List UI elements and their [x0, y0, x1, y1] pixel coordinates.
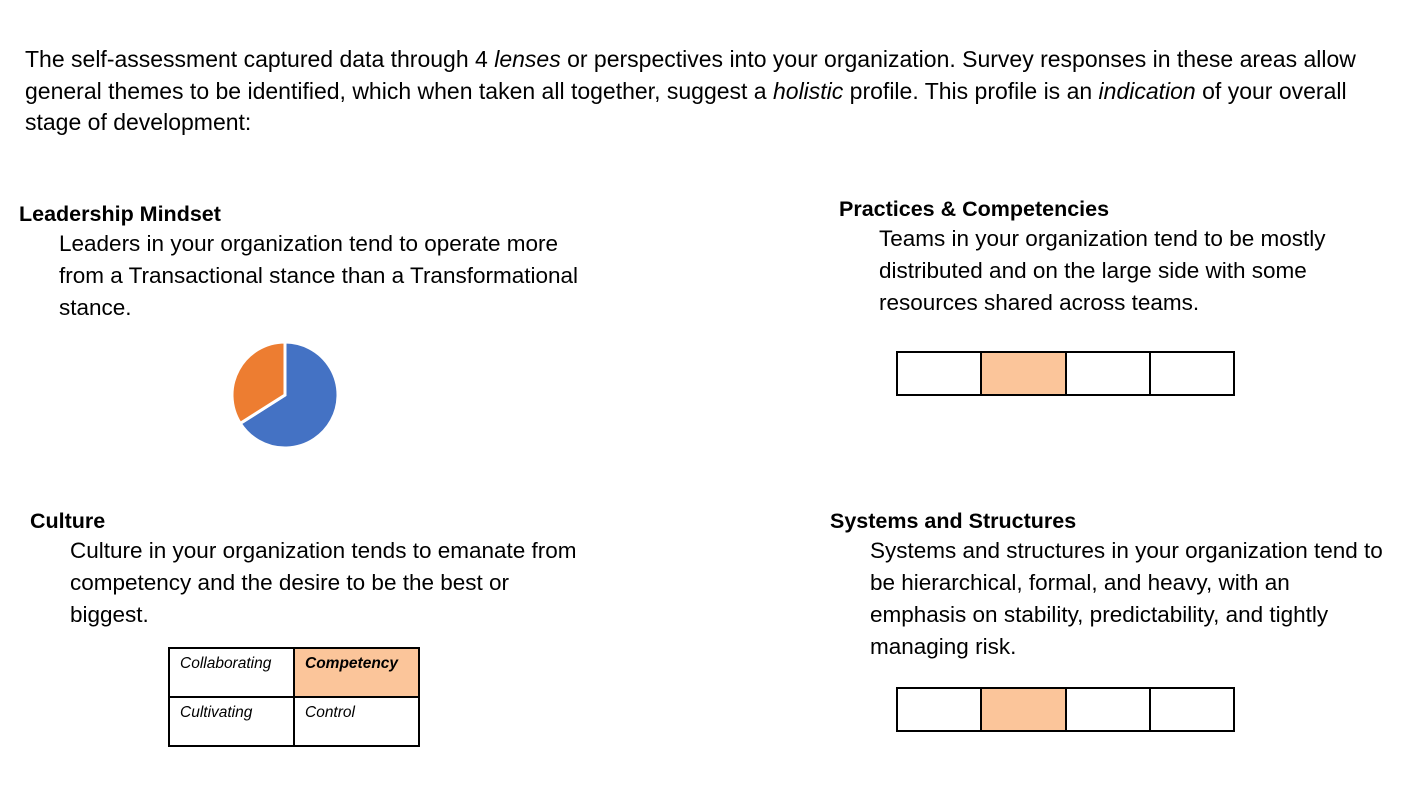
practices-competencies-section: Practices & Competencies Teams in your o…	[839, 195, 1399, 319]
culture-quadrant-cell: Collaborating	[168, 647, 295, 698]
leadership-mindset-section: Leadership Mindset Leaders in your organ…	[19, 200, 579, 324]
intro-emphasis: indication	[1098, 77, 1196, 104]
practices-competencies-description: Teams in your organization tend to be mo…	[879, 226, 1326, 315]
leadership-mindset-heading: Leadership Mindset	[19, 202, 221, 226]
intro-emphasis: holistic	[772, 77, 844, 104]
practices-competencies-heading: Practices & Competencies	[839, 197, 1110, 221]
systems-scale-segment	[1066, 689, 1151, 730]
intro-text: or perspectives into your organization. …	[25, 46, 1356, 104]
systems-scale-segment	[898, 689, 983, 730]
intro-text: of your overall stage of development:	[25, 77, 1347, 136]
culture-section: Culture Culture in your organization ten…	[30, 507, 590, 631]
practices-scale-segment	[898, 353, 983, 394]
culture-quadrant-cell: Control	[293, 696, 420, 747]
systems-scale-segment	[1150, 689, 1233, 730]
practices-scale-segment	[982, 353, 1067, 394]
culture-quadrant-cell: Cultivating	[168, 696, 295, 747]
systems-structures-section: Systems and Structures Systems and struc…	[830, 507, 1390, 663]
systems-scale-bar	[896, 687, 1235, 732]
culture-quadrant-cell: Competency	[293, 647, 420, 698]
intro-text: The self-assessment captured data throug…	[25, 46, 495, 72]
practices-scale-segment	[1066, 353, 1151, 394]
culture-description: Culture in your organization tends to em…	[70, 538, 577, 627]
culture-quadrant-grid: Collaborating Competency Cultivating Con…	[168, 647, 420, 747]
leadership-pie-chart	[230, 340, 340, 450]
systems-structures-description: Systems and structures in your organizat…	[870, 538, 1383, 659]
intro-emphasis: lenses	[494, 46, 561, 72]
practices-scale-bar	[896, 351, 1235, 396]
pie-slice-0	[238, 340, 340, 450]
systems-scale-segment	[982, 689, 1067, 730]
leadership-mindset-description: Leaders in your organization tend to ope…	[59, 231, 579, 320]
intro-paragraph: The self-assessment captured data throug…	[25, 44, 1385, 139]
pie-slice-1	[230, 340, 287, 426]
systems-structures-heading: Systems and Structures	[830, 509, 1077, 533]
intro-text: profile. This profile is an	[843, 77, 1099, 104]
practices-scale-segment	[1150, 353, 1233, 394]
culture-heading: Culture	[30, 509, 106, 533]
